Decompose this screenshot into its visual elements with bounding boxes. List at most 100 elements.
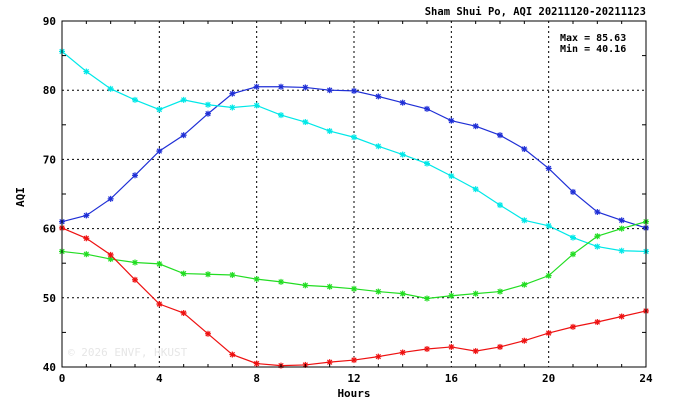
series-2 (59, 48, 649, 255)
data-point-marker (594, 233, 601, 240)
data-point-marker (594, 243, 601, 250)
data-point-marker (326, 128, 333, 135)
data-point-marker (570, 323, 576, 330)
data-point-marker (107, 195, 114, 202)
data-point-marker (253, 83, 260, 90)
data-point-marker (497, 288, 503, 295)
data-point-marker (302, 119, 309, 126)
data-point-marker (497, 202, 503, 209)
data-point-marker (205, 271, 211, 278)
data-point-marker (180, 310, 187, 317)
x-tick-label: 8 (253, 372, 260, 385)
data-point-marker (472, 348, 479, 355)
data-point-marker (618, 225, 625, 232)
data-point-marker (156, 106, 163, 113)
data-point-marker (521, 146, 528, 153)
data-point-marker (618, 313, 625, 320)
data-point-marker (253, 360, 260, 367)
data-point-marker (375, 288, 382, 295)
data-point-marker (618, 247, 625, 254)
data-point-marker (229, 271, 236, 278)
data-point-marker (83, 251, 90, 258)
data-point-marker (448, 117, 455, 124)
data-point-marker (107, 85, 114, 92)
x-tick-label: 16 (445, 372, 459, 385)
data-point-marker (521, 217, 528, 224)
y-tick-label: 60 (43, 223, 56, 236)
data-point-marker (521, 281, 528, 288)
x-tick-label: 0 (59, 372, 66, 385)
data-point-marker (132, 259, 138, 266)
data-point-marker (132, 276, 138, 283)
x-tick-label: 20 (542, 372, 555, 385)
data-point-marker (545, 165, 552, 172)
data-point-marker (570, 234, 576, 241)
data-point-marker (326, 87, 333, 94)
data-point-marker (205, 101, 211, 108)
data-point-marker (205, 330, 211, 337)
x-tick-label: 4 (156, 372, 163, 385)
data-point-marker (618, 217, 625, 224)
data-point-marker (229, 351, 236, 358)
y-tick-label: 50 (43, 292, 56, 305)
data-point-marker (570, 188, 576, 195)
data-point-marker (375, 93, 382, 100)
data-point-marker (205, 110, 211, 117)
data-point-marker (570, 251, 576, 258)
chart-title: Sham Shui Po, AQI 20211120-20211123 (425, 6, 646, 18)
y-axis-label: AQI (14, 187, 27, 207)
data-point-marker (424, 346, 430, 353)
data-point-marker (156, 260, 163, 267)
max-annotation: Max = 85.63 (560, 33, 626, 44)
data-point-marker (594, 319, 601, 326)
data-point-marker (424, 295, 430, 302)
data-point-marker (253, 102, 260, 109)
watermark: © 2026 ENVF, HKUST (68, 346, 188, 359)
data-point-marker (83, 235, 90, 242)
y-tick-label: 40 (43, 361, 56, 374)
x-tick-label: 24 (639, 372, 653, 385)
data-point-marker (132, 96, 138, 103)
y-tick-label: 90 (43, 15, 56, 28)
data-point-marker (448, 173, 455, 180)
data-point-marker (278, 83, 284, 90)
data-point-marker (399, 151, 406, 158)
data-point-marker (448, 292, 455, 299)
data-point-marker (83, 212, 90, 219)
data-point-marker (107, 251, 114, 258)
data-point-marker (229, 104, 236, 111)
data-point-marker (399, 290, 406, 297)
data-point-marker (83, 68, 90, 75)
data-point-marker (424, 160, 430, 167)
data-point-marker (156, 148, 163, 155)
x-axis-label: Hours (337, 387, 370, 400)
data-point-marker (180, 270, 187, 277)
data-point-marker (351, 87, 357, 94)
data-point-marker (424, 105, 430, 112)
data-point-marker (180, 132, 187, 139)
data-point-marker (351, 134, 357, 141)
data-point-marker (594, 208, 601, 215)
data-point-marker (472, 123, 479, 130)
data-point-marker (375, 143, 382, 150)
data-point-marker (278, 278, 284, 285)
data-point-marker (351, 285, 357, 292)
min-annotation: Min = 40.16 (560, 43, 626, 55)
x-tick-label: 12 (347, 372, 360, 385)
data-point-marker (375, 353, 382, 360)
data-point-marker (399, 349, 406, 356)
data-point-marker (253, 276, 260, 283)
data-point-marker (302, 282, 309, 289)
data-point-marker (156, 301, 163, 308)
data-point-marker (497, 343, 503, 350)
grid-lines (62, 21, 646, 367)
data-point-marker (180, 96, 187, 103)
data-point-marker (545, 222, 552, 229)
data-point-marker (472, 186, 479, 193)
y-tick-label: 70 (43, 153, 56, 166)
data-point-marker (497, 132, 503, 139)
data-point-marker (545, 272, 552, 279)
series-layer (59, 48, 649, 369)
y-tick-label: 80 (43, 84, 56, 97)
